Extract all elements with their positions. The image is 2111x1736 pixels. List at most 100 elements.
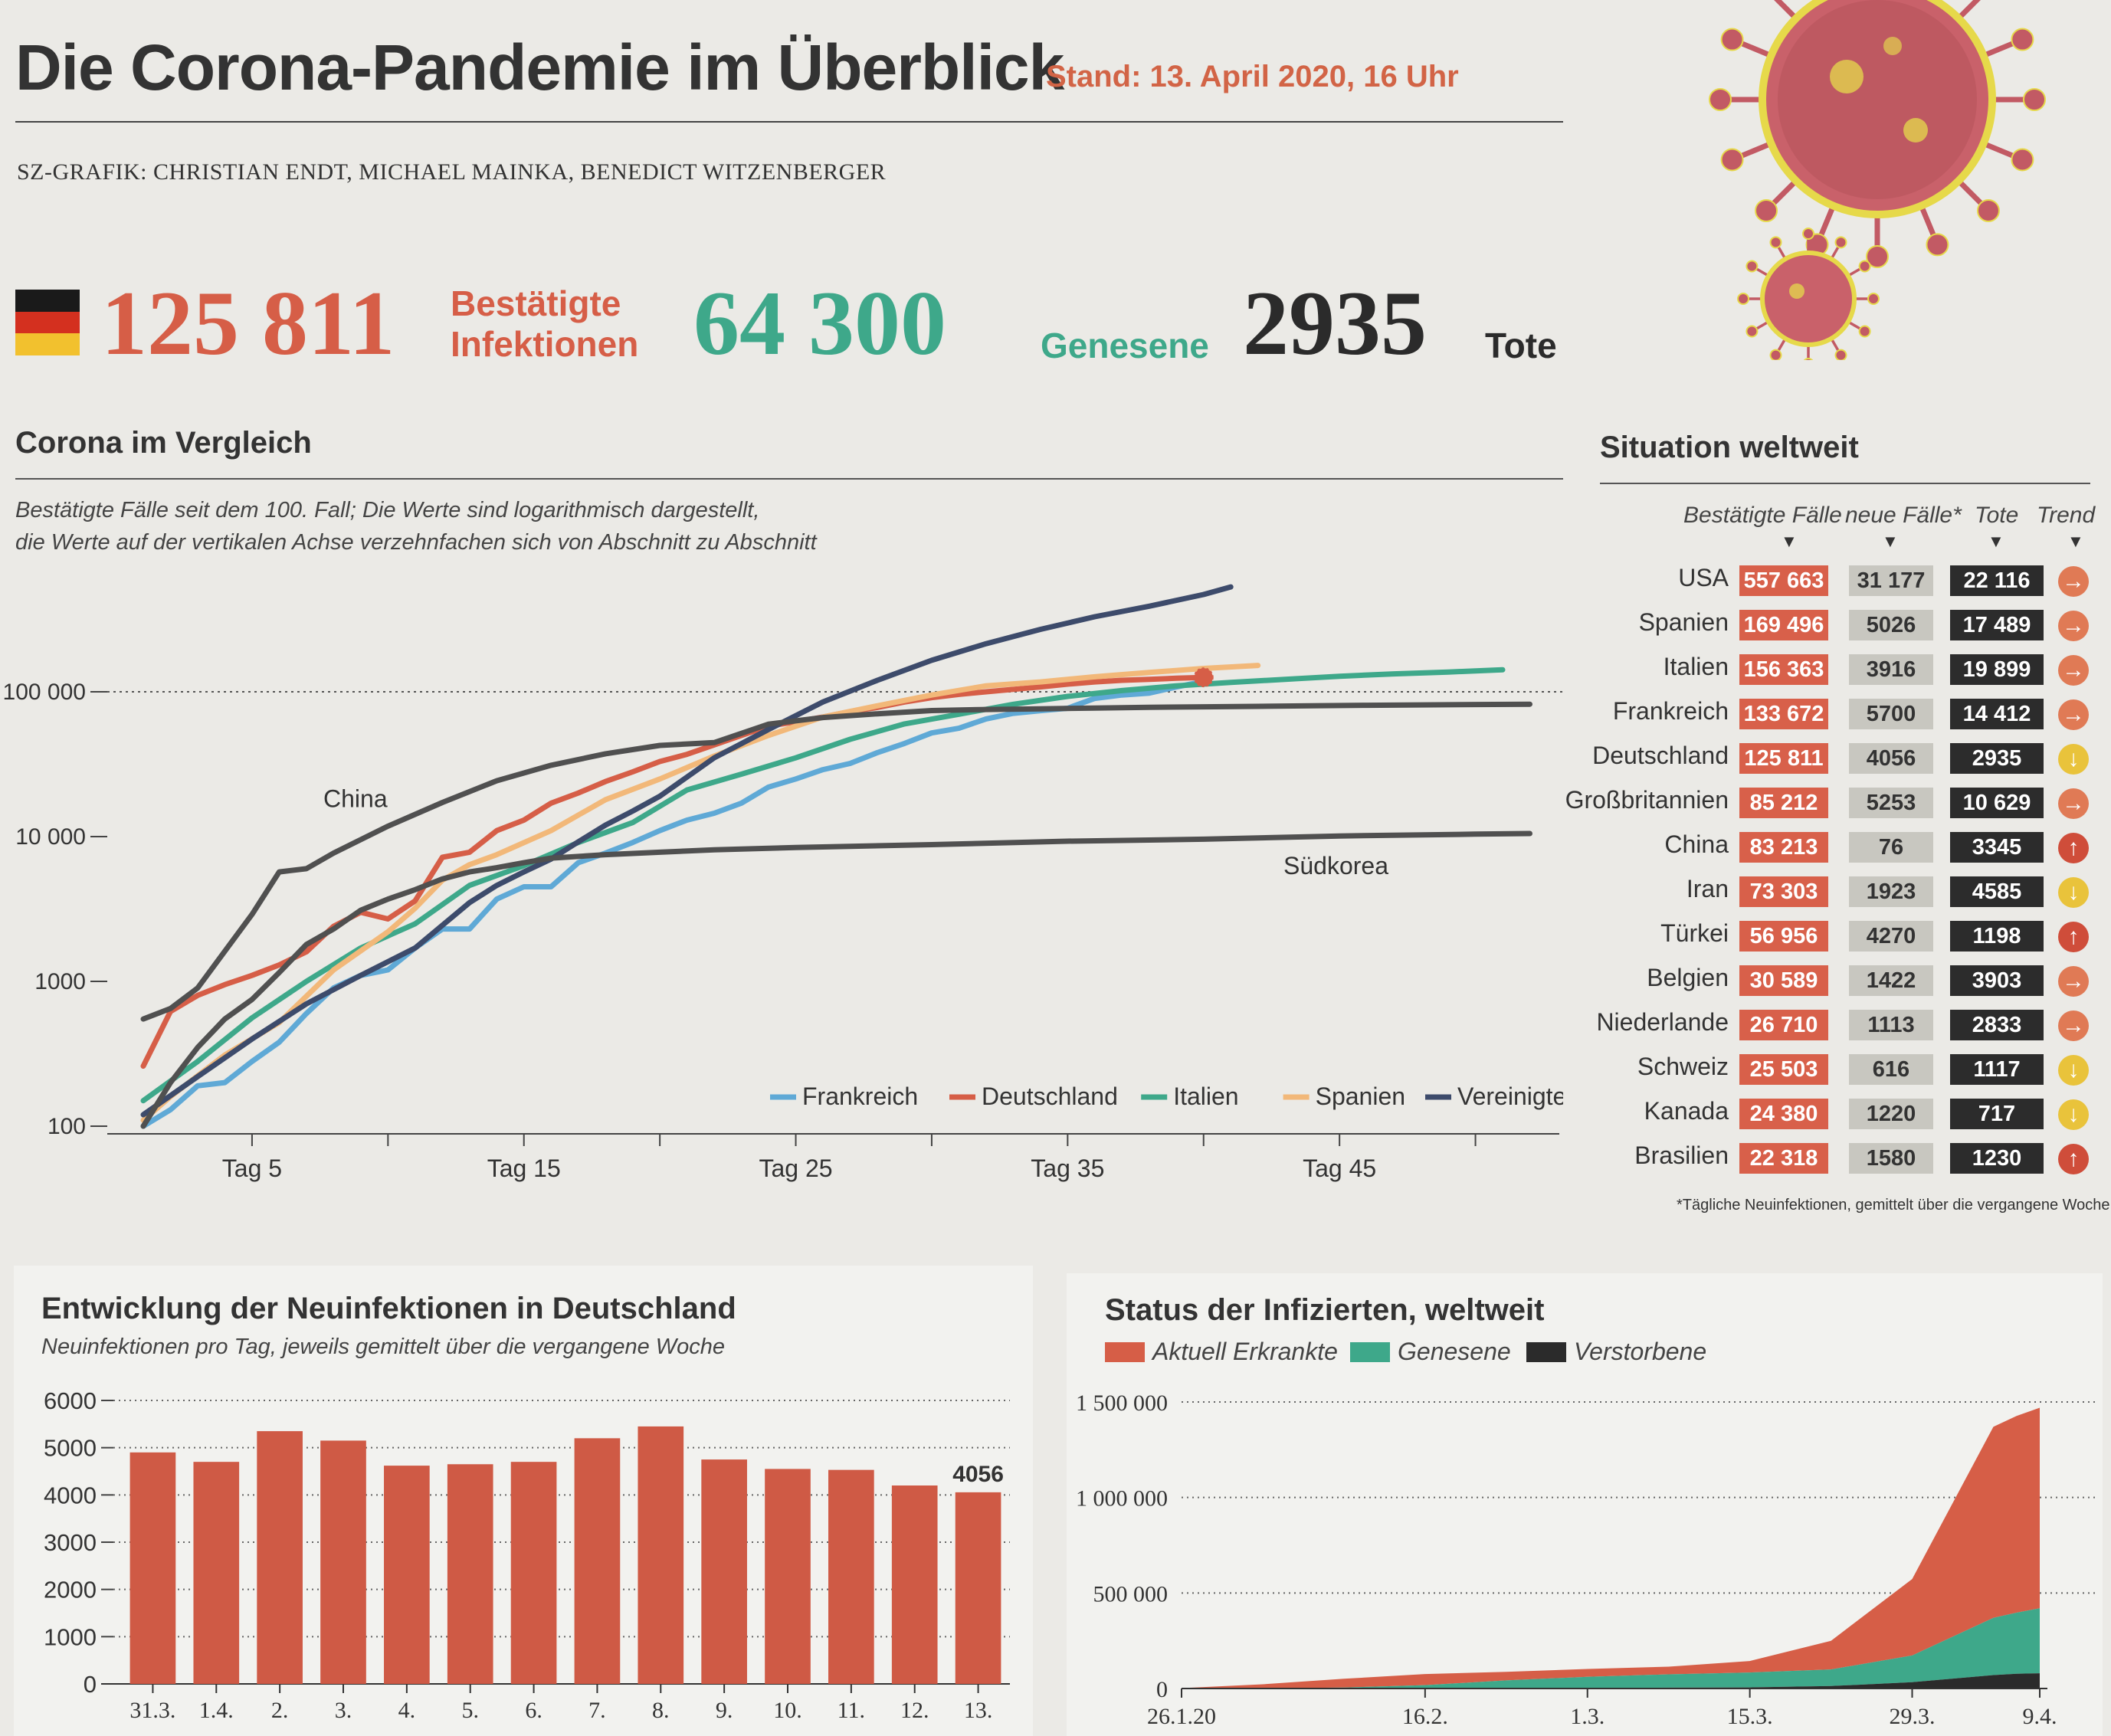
- germany-flag-icon: [15, 290, 80, 355]
- virus-spike-tip: [1746, 260, 1759, 273]
- cases-value: 85 212: [1739, 788, 1828, 818]
- x-tick-label: 6.: [525, 1698, 543, 1723]
- y-tick-label: 3000: [44, 1529, 97, 1556]
- x-tick-label: 4.: [398, 1698, 416, 1723]
- x-tick-label: Tag 35: [1031, 1155, 1104, 1182]
- series-line-südkorea: [140, 830, 1532, 1129]
- x-tick-label: 3.: [335, 1698, 352, 1723]
- virus-spike-tip: [1858, 260, 1871, 273]
- new-cases-value: 5700: [1849, 699, 1933, 729]
- world-status-title: Status der Infizierten, weltweit: [1105, 1293, 1545, 1327]
- trend-right-icon: →: [2058, 699, 2089, 730]
- country-name: Frankreich: [1612, 697, 1729, 725]
- y-tick-label: 1 000 000: [1076, 1486, 1168, 1512]
- y-tick-label: 0: [1156, 1677, 1168, 1702]
- x-tick-label: 15.3.: [1727, 1704, 1773, 1729]
- new-cases-value: 1923: [1849, 876, 1933, 907]
- comparison-title: Corona im Vergleich: [15, 426, 312, 460]
- virus-spike-tip: [1737, 293, 1749, 305]
- y-tick-label: 100: [48, 1114, 86, 1139]
- column-header-new: neue Fälle*: [1845, 503, 1962, 528]
- cases-value: 557 663: [1739, 565, 1828, 596]
- new-infections-subtitle: Neuinfektionen pro Tag, jeweils gemittel…: [41, 1335, 726, 1359]
- x-tick-label: 2.: [271, 1698, 289, 1723]
- table-row: Italien 156 363 3916 19 899 →: [1563, 648, 2100, 693]
- y-tick-label: 0: [84, 1671, 97, 1698]
- world-divider: [1600, 483, 2090, 484]
- x-tick-label: 10.: [773, 1698, 802, 1723]
- virus-spike-tip: [1803, 358, 1814, 360]
- deaths-value: 3345: [1950, 832, 2044, 863]
- bar: [891, 1485, 938, 1684]
- virus-spike-tip: [1976, 198, 2000, 222]
- annotation-suedkorea: Südkorea: [1283, 852, 1388, 879]
- bar: [638, 1426, 684, 1684]
- deaths-value: 14 412: [1950, 699, 2044, 729]
- world-title: Situation weltweit: [1600, 431, 1859, 464]
- y-tick-label: 500 000: [1093, 1581, 1169, 1607]
- infections-number: 125 811: [101, 272, 395, 374]
- bar: [320, 1440, 366, 1684]
- y-tick-label: 10 000: [15, 824, 86, 850]
- new-cases-value: 616: [1849, 1054, 1933, 1085]
- bar: [955, 1492, 1001, 1684]
- y-tick-label: 5000: [44, 1435, 97, 1462]
- new-cases-value: 3916: [1849, 654, 1933, 685]
- bar: [447, 1464, 493, 1684]
- virus-spike-tip: [2011, 28, 2034, 51]
- virus-spike-tip: [1867, 293, 1880, 305]
- bar: [828, 1469, 874, 1684]
- trend-right-icon: →: [2058, 566, 2089, 597]
- x-tick-label: 1.3.: [1570, 1704, 1605, 1729]
- virus-spike-tip: [2023, 88, 2046, 111]
- virus-spike-tip: [2011, 148, 2034, 172]
- series-line-italien: [140, 667, 1506, 1104]
- new-cases-value: 5026: [1849, 610, 1933, 640]
- world-status-legend: Aktuell Erkrankte Genesene Verstorbene: [1105, 1338, 1795, 1368]
- deaths-value: 10 629: [1950, 788, 2044, 818]
- y-tick-label: 1000: [34, 969, 86, 994]
- new-cases-value: 31 177: [1849, 565, 1933, 596]
- x-tick-label: 11.: [838, 1698, 865, 1723]
- country-name: Kanada: [1644, 1097, 1729, 1125]
- x-tick-label: 31.3.: [129, 1698, 175, 1723]
- legend-label: Italien: [1173, 1083, 1238, 1110]
- new-infections-title: Entwicklung der Neuinfektionen in Deutsc…: [41, 1292, 736, 1325]
- world-status-panel: Status der Infizierten, weltweit Aktuell…: [1067, 1273, 2103, 1736]
- country-name: USA: [1678, 564, 1729, 591]
- x-tick-label: 13.: [964, 1698, 993, 1723]
- table-row: Brasilien 22 318 1580 1230 ↑: [1563, 1137, 2100, 1181]
- column-header-trend: Trend: [2037, 503, 2096, 528]
- new-cases-value: 4056: [1849, 743, 1933, 774]
- virus-spike-tip: [1858, 325, 1871, 338]
- trend-right-icon: →: [2058, 655, 2089, 686]
- virus-spike-tip: [1746, 325, 1759, 338]
- country-name: Schweiz: [1637, 1053, 1729, 1080]
- y-tick-label: 1 500 000: [1076, 1390, 1168, 1416]
- country-name: Brasilien: [1634, 1142, 1729, 1169]
- column-header-deaths: Tote: [1975, 503, 2019, 528]
- infections-label-line-1: Bestätigte: [451, 283, 621, 323]
- cases-value: 56 956: [1739, 921, 1828, 952]
- table-row: Kanada 24 380 1220 717 ↓: [1563, 1092, 2100, 1137]
- footnote: *Tägliche Neuinfektionen, gemittelt über…: [1677, 1197, 2110, 1214]
- deaths-value: 3903: [1950, 965, 2044, 996]
- virus-spike-tip: [1720, 148, 1744, 172]
- cases-value: 25 503: [1739, 1054, 1828, 1085]
- infections-label: Bestätigte Infektionen: [451, 283, 665, 365]
- comparison-subtitle-2: die Werte auf der vertikalen Achse verze…: [15, 530, 817, 555]
- table-row: Schweiz 25 503 616 1117 ↓: [1563, 1048, 2100, 1092]
- virus-spike-tip: [1834, 236, 1847, 249]
- deaths-value: 1117: [1950, 1054, 2044, 1085]
- world-status-chart: 0 500 000 1 000 000 1 500 000 26.1.20 16.2. 1.…: [1076, 1390, 2097, 1729]
- deaths-value: 19 899: [1950, 654, 2044, 685]
- recovered-number: 64 300: [693, 272, 946, 374]
- new-infections-panel: Entwicklung der Neuinfektionen in Deutsc…: [14, 1266, 1033, 1736]
- trend-right-icon: →: [2058, 966, 2089, 997]
- virus-spike-tip: [1709, 88, 1732, 111]
- trend-down-icon: ↓: [2058, 1055, 2089, 1086]
- virus-icon: [1737, 228, 1880, 360]
- virus-icon: [1709, 0, 2046, 268]
- country-name: Türkei: [1660, 919, 1729, 947]
- legend-swatch-active: [1105, 1342, 1145, 1362]
